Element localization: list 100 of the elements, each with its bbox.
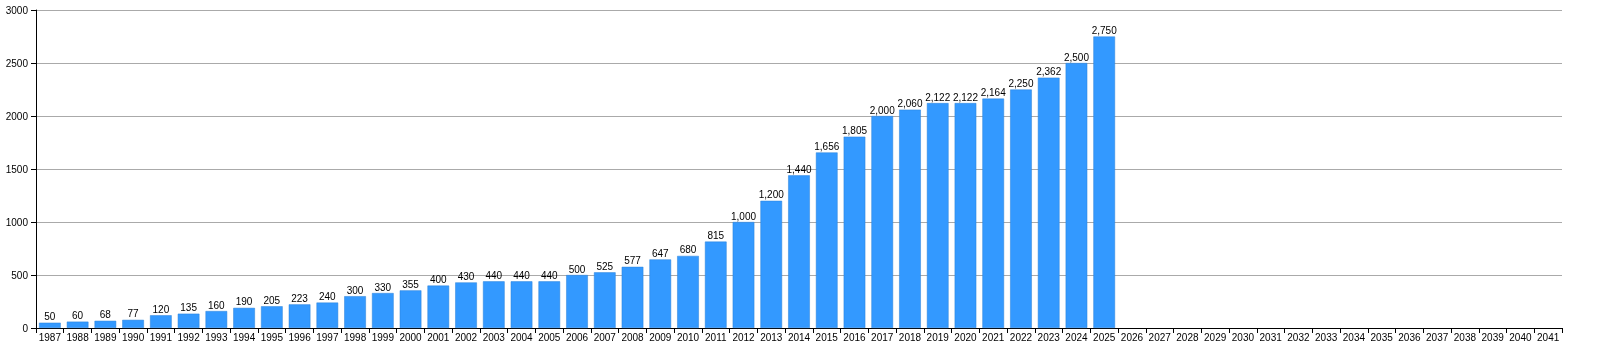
bar [66, 321, 89, 328]
bar [566, 275, 588, 328]
x-tick-label: 2003 [482, 331, 506, 343]
y-tick-label: 500 [11, 269, 29, 281]
x-tick-label: 2019 [926, 331, 950, 343]
x-tick-label: 2026 [1120, 331, 1144, 343]
x-tick-label: 2039 [1481, 331, 1505, 343]
x-tick-label: 2018 [898, 331, 922, 343]
data-label: 50 [44, 311, 56, 323]
x-tick-label: 2025 [1093, 331, 1116, 343]
y-tick-label: 3000 [5, 4, 29, 16]
x-tick-label: 2031 [1259, 331, 1283, 343]
data-label: 1,805 [841, 125, 868, 137]
bar [871, 116, 894, 328]
data-label: 430 [457, 270, 475, 282]
bar [122, 319, 144, 328]
bar [482, 281, 505, 328]
data-label: 440 [540, 269, 559, 281]
data-label: 815 [707, 230, 725, 242]
data-label: 2,060 [897, 98, 923, 110]
data-label: 355 [402, 278, 420, 290]
bar [788, 175, 810, 328]
data-label: 240 [318, 291, 337, 303]
data-label: 500 [568, 263, 586, 275]
x-tick-label: 2037 [1426, 331, 1449, 343]
data-label: 440 [513, 269, 531, 281]
data-label: 525 [596, 260, 614, 272]
data-label: 577 [624, 255, 642, 267]
bar [593, 272, 616, 328]
bar [261, 306, 283, 328]
data-label: 2,362 [1036, 66, 1062, 78]
bar [177, 313, 200, 328]
x-tick-label: 2021 [982, 331, 1005, 343]
x-tick-label: 1990 [121, 331, 145, 343]
x-tick-label: 1999 [371, 331, 395, 343]
data-label: 135 [180, 302, 198, 314]
data-label: 330 [374, 281, 392, 293]
data-label: 160 [208, 299, 226, 311]
bar [372, 293, 394, 328]
x-tick-label: 2008 [621, 331, 645, 343]
bar [926, 103, 949, 328]
x-tick-label: 2033 [1315, 331, 1338, 343]
data-label: 1,656 [814, 140, 840, 152]
x-tick-label: 1991 [149, 331, 173, 343]
x-tick-label: 2017 [871, 331, 894, 343]
data-label: 1,000 [730, 210, 757, 222]
x-tick-label: 1989 [94, 331, 117, 343]
bar [1010, 89, 1032, 328]
x-tick-label: 2007 [593, 331, 617, 343]
data-label: 2,122 [952, 91, 979, 103]
bar [150, 315, 172, 328]
data-label: 2,500 [1063, 51, 1090, 63]
data-label: 2,750 [1091, 25, 1118, 36]
bar [815, 152, 838, 328]
x-tick-label: 2006 [565, 331, 589, 343]
bar [94, 320, 117, 328]
x-tick-label: 2012 [732, 331, 756, 343]
bar [205, 311, 228, 328]
x-tick-label: 2013 [760, 331, 783, 343]
bar [344, 296, 366, 328]
bar [233, 307, 255, 328]
x-tick-label: 1995 [260, 331, 284, 343]
bar [760, 200, 783, 328]
bar [538, 281, 561, 328]
x-tick-label: 1996 [288, 331, 312, 343]
data-label: 680 [679, 244, 697, 256]
data-label: 400 [429, 274, 448, 286]
x-tick-label: 2015 [815, 331, 839, 343]
data-label: 1,440 [786, 163, 812, 175]
x-tick-label: 2024 [1065, 331, 1089, 343]
y-tick-label: 0 [22, 322, 29, 334]
y-tick-label: 1000 [5, 216, 29, 228]
x-tick-label: 2010 [676, 331, 700, 343]
bar [399, 290, 422, 328]
x-tick-label: 2034 [1342, 331, 1366, 343]
x-tick-label: 2022 [1009, 331, 1033, 343]
x-tick-label: 2016 [843, 331, 867, 343]
x-tick-label: 2028 [1176, 331, 1199, 343]
x-tick-label: 1993 [205, 331, 228, 343]
x-tick-label: 2011 [705, 331, 727, 343]
x-tick-label: 1987 [38, 331, 62, 343]
x-tick-label: 2014 [787, 331, 811, 343]
bar [455, 282, 477, 328]
data-label: 68 [99, 309, 112, 321]
data-label: 2,000 [869, 104, 896, 116]
x-tick-label: 1997 [316, 331, 339, 343]
x-tick-label: 2027 [1148, 331, 1172, 343]
bar [288, 304, 311, 328]
x-tick-label: 2023 [1037, 331, 1061, 343]
x-tick-label: 2001 [427, 331, 450, 343]
bar [621, 266, 644, 328]
bar [899, 109, 921, 328]
y-tick-label: 2000 [5, 110, 29, 122]
x-tick-label: 2040 [1509, 331, 1532, 343]
bar [1037, 77, 1060, 328]
data-label: 647 [651, 247, 670, 259]
data-label: 2,164 [980, 87, 1007, 99]
x-tick-label: 2029 [1204, 331, 1227, 343]
x-tick-label: 1998 [343, 331, 367, 343]
data-label: 1,200 [758, 189, 785, 201]
